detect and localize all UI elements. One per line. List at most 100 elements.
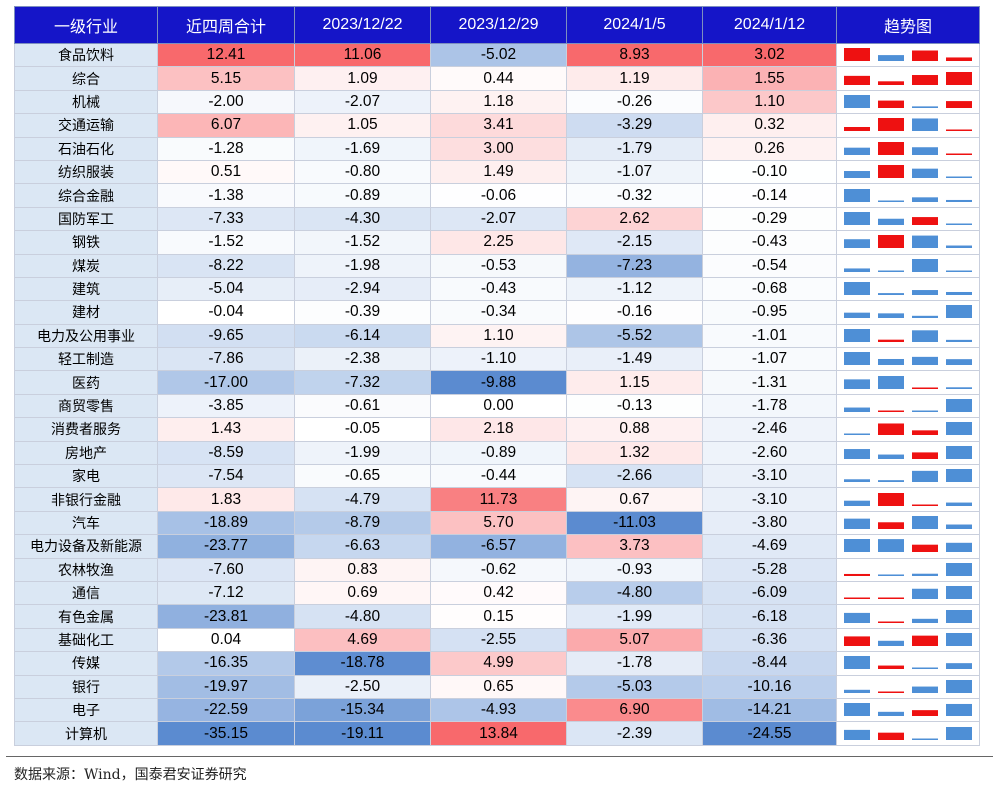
trend-bar [912,50,938,62]
weekly-value-cell: 0.42 [430,580,567,606]
weekly-value-cell: 2.25 [430,230,567,255]
trend-cell [836,113,980,138]
trend-bar [946,543,972,553]
trend-sparkline [844,375,972,389]
trend-bar [878,640,904,646]
trend-cell [836,534,980,559]
weekly-value-cell: 1.10 [702,89,837,115]
trend-bar [912,168,938,179]
trend-bar [946,399,972,413]
trend-bar [844,211,870,225]
trend-bar [946,726,972,740]
weekly-value-cell: -2.94 [294,276,431,302]
weekly-value-cell: -0.80 [294,159,431,185]
trend-sparkline [844,469,972,483]
trend-bar [844,703,870,717]
header-date-2: 2023/12/29 [430,6,567,44]
trend-cell [836,159,980,185]
header-trend: 趋势图 [836,6,980,44]
weekly-value-cell: 0.00 [430,393,567,419]
table-row: 汽车 -18.89 -8.79 5.70 -11.03 -3.80 [14,510,980,536]
weekly-value-cell: -0.68 [702,276,837,302]
industry-name-cell: 医药 [14,370,158,395]
trend-bar [878,80,904,85]
trend-bar [912,410,938,413]
trend-bar [878,665,904,670]
weekly-value-cell: -3.10 [702,487,837,512]
trend-bar [912,316,938,319]
weekly-value-cell: -2.15 [566,230,703,255]
trend-cell [836,253,980,278]
weekly-value-cell: -1.12 [566,276,703,302]
weekly-value-cell: -4.80 [566,580,703,606]
trend-sparkline [844,586,972,600]
weekly-value-cell: -0.39 [294,300,431,325]
trend-bar [946,704,972,717]
four-week-total-cell: -1.38 [157,183,295,208]
weekly-value-cell: 8.93 [566,42,703,68]
weekly-value-cell: -1.69 [294,136,431,161]
trend-bar [878,375,904,389]
trend-bar [912,387,938,389]
trend-bar [946,101,972,108]
weekly-value-cell: -1.49 [566,347,703,372]
trend-bar [878,200,904,202]
trend-sparkline [844,539,972,553]
weekly-value-cell: 4.69 [294,627,431,653]
trend-bar [946,469,972,483]
four-week-total-cell: -7.86 [157,347,295,372]
trend-sparkline [844,71,972,85]
four-week-total-cell: 5.15 [157,66,295,91]
trend-bar [878,574,904,576]
trend-bar [946,270,972,272]
industry-name-cell: 农林牧渔 [14,557,158,582]
table-row: 食品饮料 12.41 11.06 -5.02 8.93 3.02 [14,42,980,68]
industry-name-cell: 纺织服装 [14,159,158,185]
weekly-value-cell: -5.03 [566,674,703,699]
weekly-value-cell: 2.18 [430,417,567,442]
table-body: 食品饮料 12.41 11.06 -5.02 8.93 3.02 综合 5.15 1.09 0.4… [14,42,980,746]
weekly-value-cell: 0.67 [566,487,703,512]
weekly-value-cell: 4.99 [430,651,567,676]
trend-bar [946,71,972,85]
trend-cell [836,440,980,466]
industry-table: 一级行业 近四周合计 2023/12/22 2023/12/29 2024/1/… [14,6,980,746]
trend-bar [912,710,938,717]
trend-bar [912,686,938,693]
trend-bar [912,545,938,553]
weekly-value-cell: -3.10 [702,464,837,489]
table-row: 消费者服务 1.43 -0.05 2.18 0.88 -2.46 [14,417,980,442]
trend-bar [844,597,870,600]
table-row: 传媒 -16.35 -18.78 4.99 -1.78 -8.44 [14,651,980,676]
trend-bar [912,290,938,296]
table-row: 基础化工 0.04 4.69 -2.55 5.07 -6.36 [14,627,980,653]
weekly-value-cell: -1.07 [566,159,703,185]
trend-bar [912,452,938,459]
trend-bar [844,379,870,389]
weekly-value-cell: -6.18 [702,604,837,629]
trend-bar [878,270,904,272]
table-row: 综合金融 -1.38 -0.89 -0.06 -0.32 -0.14 [14,183,980,208]
trend-bar [844,48,870,62]
weekly-value-cell: -5.52 [566,323,703,349]
weekly-value-cell: -2.46 [702,417,837,442]
trend-bar [912,471,938,483]
weekly-value-cell: -0.34 [430,300,567,325]
weekly-value-cell: -0.89 [430,440,567,466]
trend-bar [946,129,972,132]
trend-sparkline [844,118,972,132]
weekly-value-cell: -0.53 [430,253,567,278]
weekly-value-cell: 0.65 [430,674,567,699]
industry-name-cell: 房地产 [14,440,158,466]
trend-bar [912,635,938,646]
weekly-value-cell: -1.31 [702,370,837,395]
trend-bar [946,245,972,249]
table-row: 机械 -2.00 -2.07 1.18 -0.26 1.10 [14,89,980,115]
trend-sparkline [844,235,972,249]
trend-sparkline [844,305,972,319]
weekly-value-cell: -2.50 [294,674,431,699]
weekly-value-cell: -0.44 [430,464,567,489]
industry-name-cell: 综合金融 [14,183,158,208]
weekly-value-cell: -2.39 [566,721,703,746]
trend-bar [844,518,870,529]
